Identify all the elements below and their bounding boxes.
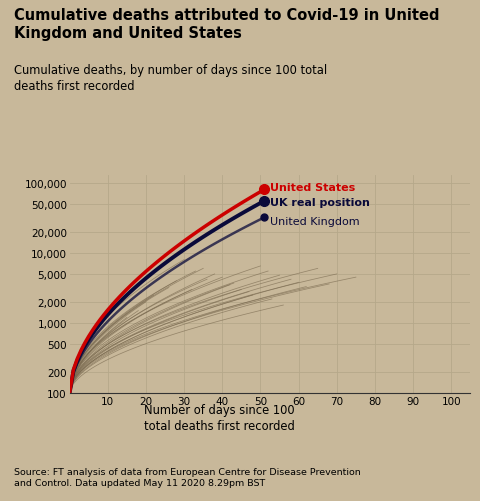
Text: United Kingdom: United Kingdom <box>270 217 360 227</box>
Text: Cumulative deaths, by number of days since 100 total
deaths first recorded: Cumulative deaths, by number of days sin… <box>14 64 327 93</box>
Text: Cumulative deaths attributed to Covid-19 in United
Kingdom and United States: Cumulative deaths attributed to Covid-19… <box>14 8 440 41</box>
Text: Source: FT analysis of data from European Centre for Disease Prevention
and Cont: Source: FT analysis of data from Europea… <box>14 467 361 487</box>
Text: Number of days since 100
total deaths first recorded: Number of days since 100 total deaths fi… <box>144 403 295 432</box>
Text: United States: United States <box>270 183 355 193</box>
Text: UK real position: UK real position <box>270 197 370 207</box>
